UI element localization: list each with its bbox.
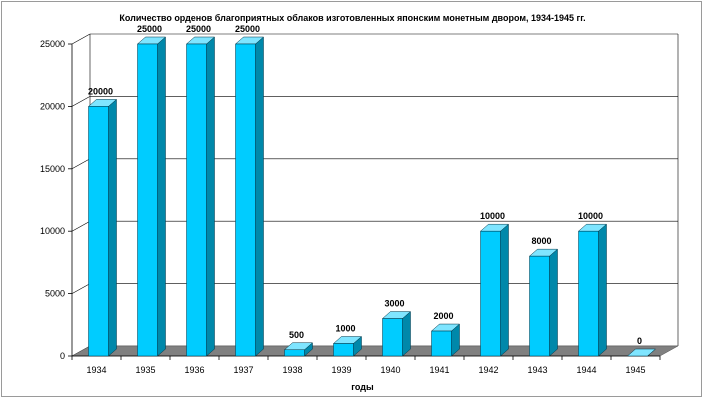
x-axis-label: годы [351,382,374,392]
bar-side [402,311,411,357]
chart-title: Количество орденов благоприятных облаков… [119,13,586,23]
data-label: 25000 [137,24,162,34]
bar-1941 [430,323,461,357]
bar [284,349,305,357]
bar-side [157,36,166,357]
data-label: 1000 [335,324,355,334]
x-tick-label: 1939 [331,365,351,375]
bar-1940 [381,311,412,357]
x-tick-label: 1943 [527,365,547,375]
gridline-depth [71,96,91,107]
bar [480,230,501,357]
bar-1943 [528,248,559,357]
bar [186,43,207,357]
bar [431,330,452,357]
x-tick-label: 1940 [380,365,400,375]
bar [137,43,158,357]
data-label: 25000 [235,24,260,34]
x-tick-label: 1938 [282,365,302,375]
data-label: 10000 [578,211,603,221]
x-tick-label: 1936 [184,365,204,375]
bar-side [255,36,264,357]
x-tick-label: 1945 [625,365,645,375]
y-tick-label: 25000 [40,39,65,49]
bar [235,43,256,357]
gridline-depth [71,220,91,232]
bar-1938 [283,342,314,357]
gridline-depth [71,158,91,170]
y-tick-label: 15000 [40,164,65,174]
y-tick-label: 20000 [40,101,65,111]
data-label: 10000 [480,211,505,221]
data-label: 25000 [186,24,211,34]
gridline-depth [71,283,91,294]
bars-layer [87,36,657,357]
bar-side [549,248,558,357]
bar [382,318,403,357]
bar-1935 [136,36,167,357]
x-tick-label: 1942 [478,365,498,375]
y-tick-label: 5000 [45,289,65,299]
bar-1936 [185,36,216,357]
x-tick-label: 1941 [429,365,449,375]
data-label: 3000 [384,299,404,309]
y-tick-label: 0 [60,351,65,361]
bar [578,230,599,357]
bar [333,343,354,357]
data-label: 0 [637,336,642,346]
bar-1937 [234,36,265,357]
x-tick-label: 1937 [233,365,253,375]
bar-side [206,36,215,357]
data-label: 500 [289,330,304,340]
bar-side [108,98,117,357]
bar [88,106,109,357]
bar-side [598,223,607,357]
labels-layer: 20000 25000 25000 25000 500 1000 3000 2000 10000… [88,24,642,346]
x-tick-label: 1934 [86,365,106,375]
bar-1945 [626,348,657,357]
x-tick-label: 1935 [135,365,155,375]
bar-top [626,348,657,357]
data-label: 2000 [433,311,453,321]
bar-side [500,223,509,357]
bar-1939 [332,335,363,357]
gridline-depth [71,33,91,45]
y-tick-label: 10000 [40,226,65,236]
bar [529,255,550,357]
bar-1934 [87,98,118,357]
x-tick-label: 1944 [576,365,596,375]
bar-1942 [479,223,510,357]
bar-1944 [577,223,608,357]
data-label: 8000 [531,236,551,246]
data-label: 20000 [88,86,113,96]
